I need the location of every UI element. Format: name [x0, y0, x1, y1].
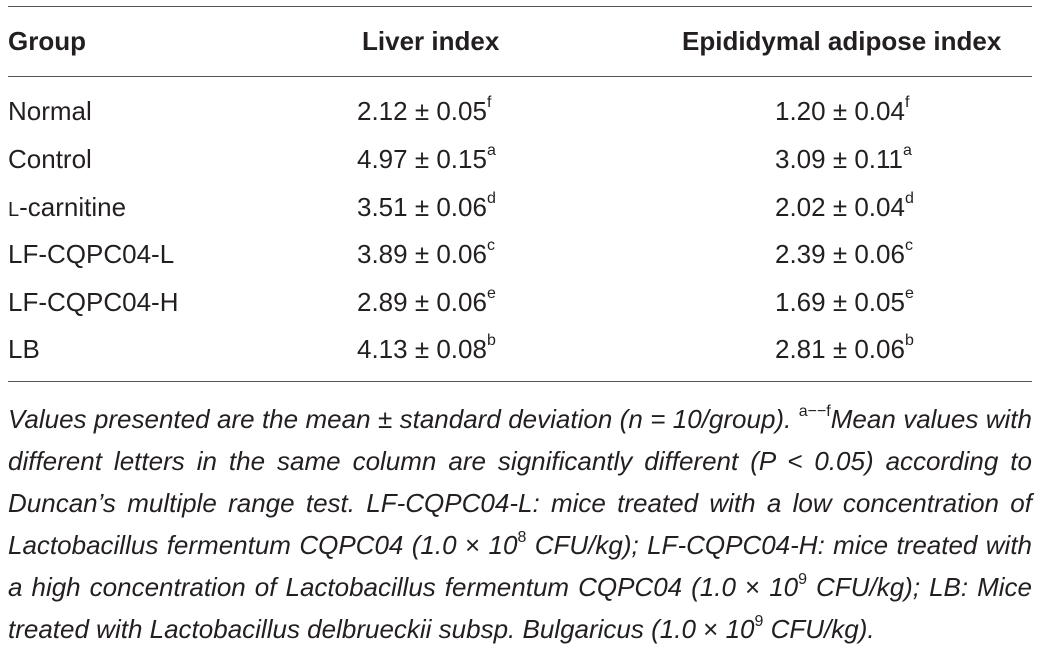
- group-cell: Control: [8, 144, 92, 174]
- table-row: LF-CQPC04-H 2.89 ± 0.06e 1.69 ± 0.05e: [0, 285, 1040, 333]
- adipose-cell: 1.69 ± 0.05e: [775, 285, 914, 317]
- adipose-cell: 2.39 ± 0.06c: [775, 237, 913, 269]
- group-cell: L-carnitine: [8, 192, 127, 222]
- header-liver-index: Liver index: [362, 26, 500, 56]
- header-epididymal-adipose-index: Epididymal adipose index: [682, 26, 1002, 56]
- group-cell: Normal: [8, 96, 92, 126]
- adipose-cell: 2.81 ± 0.06b: [775, 332, 914, 364]
- table-row: LF-CQPC04-L 3.89 ± 0.06c 2.39 ± 0.06c: [0, 237, 1040, 285]
- liver-cell: 2.89 ± 0.06e: [357, 285, 496, 317]
- table-bottom-rule: [8, 381, 1032, 382]
- group-cell: LB: [8, 334, 40, 364]
- adipose-cell: 2.02 ± 0.04d: [775, 190, 914, 222]
- liver-cell: 3.51 ± 0.06d: [357, 190, 496, 222]
- table-row: Control 4.97 ± 0.15a 3.09 ± 0.11a: [0, 142, 1040, 190]
- liver-cell: 4.97 ± 0.15a: [357, 142, 496, 174]
- liver-cell: 2.12 ± 0.05f: [357, 94, 492, 126]
- table-top-rule: [8, 6, 1032, 7]
- table-footnote: Values presented are the mean ± standard…: [8, 403, 1033, 644]
- table-row: LB 4.13 ± 0.08b 2.81 ± 0.06b: [0, 332, 1040, 380]
- group-cell: LF-CQPC04-L: [8, 239, 175, 269]
- adipose-cell: 3.09 ± 0.11a: [775, 142, 912, 174]
- liver-cell: 3.89 ± 0.06c: [357, 237, 495, 269]
- table-row: L-carnitine 3.51 ± 0.06d 2.02 ± 0.04d: [0, 190, 1040, 238]
- liver-cell: 4.13 ± 0.08b: [357, 332, 496, 364]
- table-row: Normal 2.12 ± 0.05f 1.20 ± 0.04f: [0, 94, 1040, 142]
- group-cell: LF-CQPC04-H: [8, 287, 179, 317]
- header-group: Group: [8, 26, 86, 56]
- adipose-cell: 1.20 ± 0.04f: [775, 94, 910, 126]
- table-header-rule: [8, 76, 1032, 77]
